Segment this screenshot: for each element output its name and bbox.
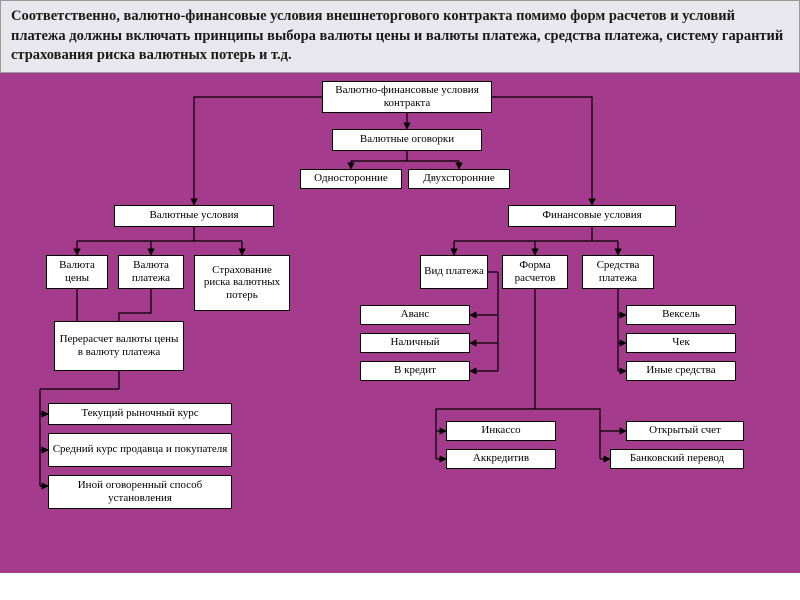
node-strah: Страхование риска валютных потерь [194,255,290,311]
node-inkasso: Инкассо [446,421,556,441]
node-ogovorki: Валютные оговорки [332,129,482,151]
node-sred_kurs: Средний курс продавца и покупателя [48,433,232,467]
node-odnost: Односторонние [300,169,402,189]
node-vkredit: В кредит [360,361,470,381]
header-text: Соответственно, валютно-финансовые услов… [0,0,800,73]
node-bank: Банковский перевод [610,449,744,469]
diagram: Валютно-финансовые условия контракта Валю… [0,73,800,573]
node-inye: Иные средства [626,361,736,381]
node-val_usl: Валютные условия [114,205,274,227]
node-avans: Аванс [360,305,470,325]
node-fin_usl: Финансовые условия [508,205,676,227]
node-sred_plat: Средства платежа [582,255,654,289]
node-inoi: Иной оговоренный способ установления [48,475,232,509]
node-tek_kurs: Текущий рыночный курс [48,403,232,425]
node-akkred: Аккредитив [446,449,556,469]
node-pereraschet: Перерасчет валюты цены в валюту платежа [54,321,184,371]
node-vid_plat: Вид платежа [420,255,488,289]
node-root: Валютно-финансовые условия контракта [322,81,492,113]
node-forma: Форма расчетов [502,255,568,289]
node-nalich: Наличный [360,333,470,353]
node-otkr: Открытый счет [626,421,744,441]
edge-13 [119,289,151,321]
node-val_plat: Валюта платежа [118,255,184,289]
node-dvust: Двухсторонние [408,169,510,189]
node-val_ceny: Валюта цены [46,255,108,289]
node-chek: Чек [626,333,736,353]
node-veksel: Вексель [626,305,736,325]
